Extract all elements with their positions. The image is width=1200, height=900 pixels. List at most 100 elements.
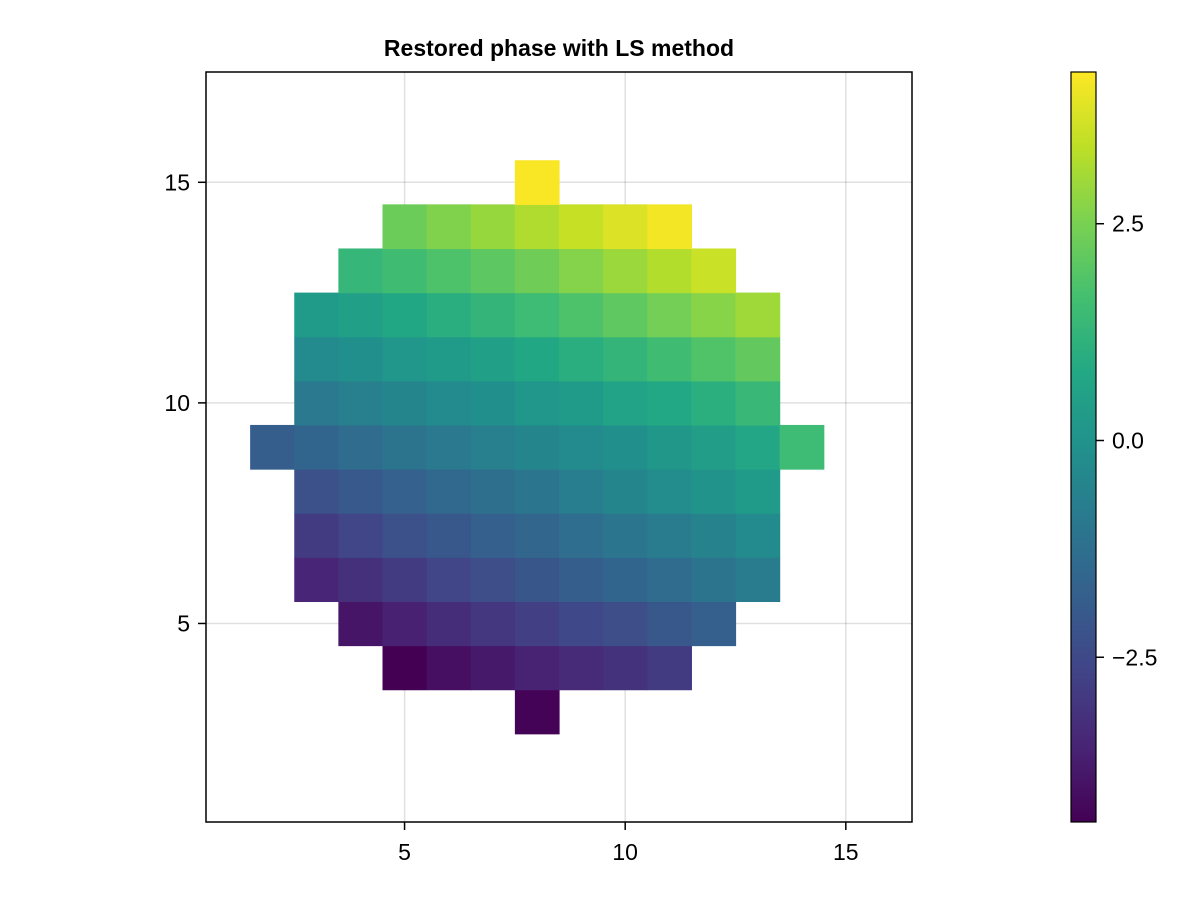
heatmap-cell [559, 645, 604, 691]
heatmap-cell [514, 645, 560, 691]
heatmap-cell [603, 292, 648, 338]
heatmap-cell [514, 601, 560, 647]
heatmap-cell [691, 557, 737, 603]
heatmap-cell [514, 292, 560, 338]
heatmap-cell [382, 204, 428, 250]
heatmap-cell [426, 248, 472, 294]
heatmap-cell [603, 645, 648, 691]
heatmap-cell [514, 424, 560, 470]
heatmap-cell [647, 469, 692, 514]
heatmap-cell [470, 469, 516, 514]
colorbar-bar [1070, 71, 1097, 823]
heatmap-cell [514, 160, 560, 205]
heatmap-cell [426, 424, 472, 470]
heatmap-cell [735, 380, 781, 426]
heatmap-cell [294, 380, 339, 426]
x-tick-label: 10 [612, 839, 638, 865]
heatmap-cell [250, 424, 295, 470]
heatmap-cell [735, 292, 781, 338]
heatmap-cell [338, 557, 384, 603]
heatmap-cell [294, 424, 339, 470]
heatmap-cell [470, 292, 516, 338]
y-tick-label: 15 [164, 169, 190, 195]
heatmap-cell [382, 336, 428, 382]
heatmap-cell [426, 645, 472, 691]
heatmap-cell [691, 336, 737, 382]
heatmap-cell [294, 557, 339, 603]
heatmap-cell [470, 513, 516, 558]
heatmap-cell [735, 424, 781, 470]
y-tick-label: 10 [164, 390, 190, 416]
heatmap-cell [603, 601, 648, 647]
heatmap-cell [382, 424, 428, 470]
heatmap-cell [294, 292, 339, 338]
plot-frame [205, 71, 913, 823]
heatmap-cell [559, 557, 604, 603]
heatmap-cell [559, 204, 604, 250]
heatmap-cell [338, 469, 384, 514]
colorbar-tick-label: −2.5 [1112, 644, 1157, 670]
heatmap-cell [559, 292, 604, 338]
heatmap-cell [603, 513, 648, 558]
x-axis: 5 10 15 [398, 822, 859, 865]
heatmap-cell [514, 689, 560, 735]
heatmap-cell [338, 513, 384, 558]
heatmap-cell [559, 469, 604, 514]
heatmap-cell [426, 336, 472, 382]
heatmap-cell [514, 248, 560, 294]
heatmap-cell [735, 469, 781, 514]
colorbar-tick-label: 2.5 [1112, 211, 1144, 237]
heatmap-cell [470, 645, 516, 691]
heatmap-cells [250, 160, 825, 735]
heatmap-cell [559, 380, 604, 426]
heatmap-cell [294, 469, 339, 514]
heatmap-cell [691, 513, 737, 558]
heatmap-cell [426, 513, 472, 558]
heatmap-cell [382, 601, 428, 647]
heatmap-cell [603, 424, 648, 470]
heatmap-cell [647, 336, 692, 382]
heatmap-cell [338, 601, 384, 647]
heatmap-cell [470, 380, 516, 426]
heatmap-cell [426, 601, 472, 647]
heatmap-cell [294, 336, 339, 382]
heatmap-cell [426, 469, 472, 514]
heatmap-cell [647, 248, 692, 294]
x-tick-label: 15 [833, 839, 859, 865]
heatmap-cell [426, 380, 472, 426]
x-tick-label: 5 [398, 839, 411, 865]
heatmap-cell [338, 248, 384, 294]
heatmap-cell [735, 557, 781, 603]
y-axis: 5 10 15 [164, 169, 206, 636]
heatmap-cell [559, 336, 604, 382]
heatmap-cell [691, 380, 737, 426]
heatmap-cell [470, 336, 516, 382]
heatmap-cell [559, 248, 604, 294]
heatmap-cell [338, 336, 384, 382]
heatmap-cell [647, 204, 692, 250]
heatmap-cell [603, 204, 648, 250]
heatmap-cell [603, 557, 648, 603]
heatmap-cell [382, 513, 428, 558]
heatmap-cell [382, 292, 428, 338]
heatmap-cell [735, 336, 781, 382]
heatmap-cell [514, 469, 560, 514]
heatmap-cell [691, 292, 737, 338]
heatmap-cell [514, 557, 560, 603]
y-tick-label: 5 [177, 610, 190, 636]
colorbar: −2.5 0.0 2.5 [1070, 71, 1157, 823]
heatmap-cell [514, 513, 560, 558]
heatmap-cell [514, 380, 560, 426]
heatmap-cell [647, 513, 692, 558]
heatmap-cell [647, 292, 692, 338]
heatmap-cell [426, 204, 472, 250]
heatmap-cell [426, 292, 472, 338]
heatmap-cell [691, 469, 737, 514]
heatmap-cell [382, 645, 428, 691]
heatmap-cell [691, 424, 737, 470]
heatmap-cell [514, 204, 560, 250]
heatmap-cell [426, 557, 472, 603]
heatmap-cell [382, 248, 428, 294]
heatmap-cell [603, 469, 648, 514]
heatmap-cell [603, 380, 648, 426]
